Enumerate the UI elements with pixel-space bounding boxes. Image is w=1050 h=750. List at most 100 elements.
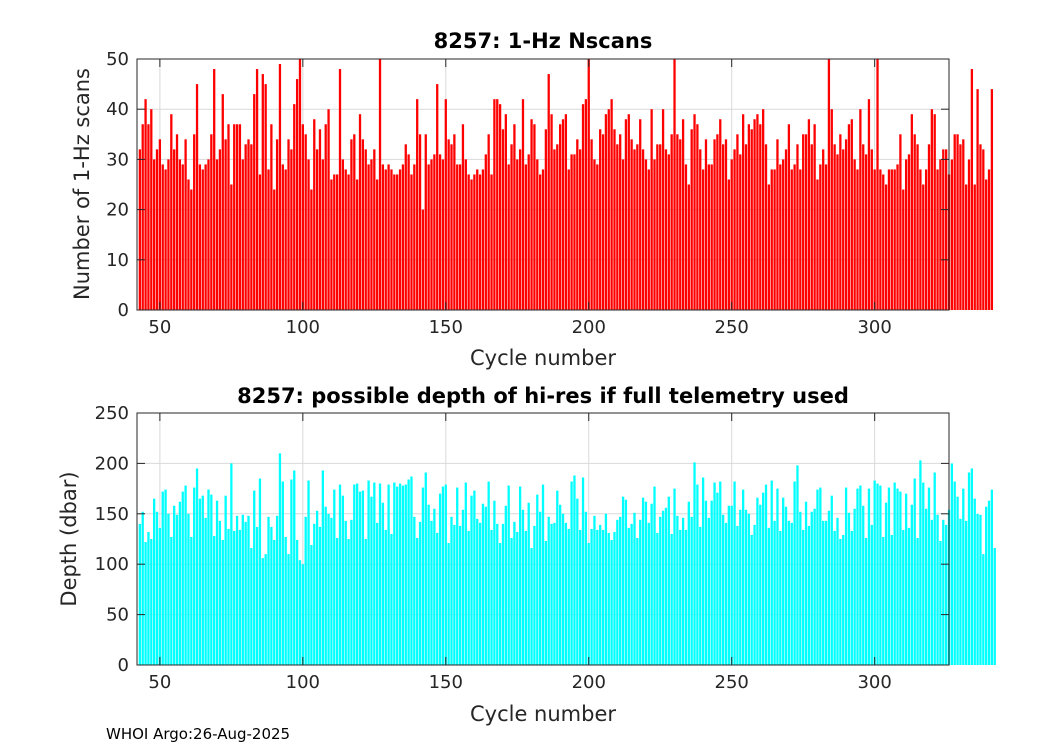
depth-bar — [378, 483, 382, 665]
nscans-bar — [759, 124, 762, 310]
depth-bar — [404, 484, 407, 665]
nscans-bar — [310, 189, 313, 310]
nscans-bar — [178, 159, 182, 310]
nscans-x-tick-label: 50 — [148, 317, 171, 338]
nscans-bar — [973, 184, 976, 310]
nscans-bar — [521, 99, 525, 310]
depth-bar — [862, 505, 865, 665]
nscans-bar — [910, 114, 913, 310]
nscans-bars — [138, 59, 994, 311]
nscans-bar — [970, 69, 974, 310]
nscans-bar — [147, 124, 150, 310]
depth-bar — [773, 520, 776, 665]
nscans-bar — [210, 134, 213, 310]
depth-bar — [450, 516, 453, 665]
depth-bar — [230, 463, 233, 665]
depth-axes-box — [136, 412, 950, 666]
nscans-bar — [430, 159, 433, 310]
depth-bar — [904, 493, 908, 665]
depth-bar — [284, 536, 287, 665]
nscans-bar — [450, 144, 453, 310]
nscans-bar — [619, 134, 622, 310]
nscans-bar — [498, 104, 502, 311]
nscans-bar — [807, 119, 811, 311]
nscans-bar — [173, 149, 176, 310]
nscans-bar — [927, 144, 931, 310]
depth-bar — [879, 485, 882, 665]
nscans-bar — [782, 159, 785, 310]
nscans-bar — [318, 129, 322, 310]
nscans-bar — [438, 154, 442, 310]
depth-bar — [393, 482, 396, 665]
depth-bar — [933, 472, 936, 665]
footer-credit: WHOI Argo:26-Aug-2025 — [106, 725, 291, 743]
depth-bar — [787, 520, 791, 665]
nscans-bar — [190, 189, 193, 310]
nscans-bar — [924, 169, 928, 310]
nscans-bar — [461, 124, 465, 310]
depth-bar — [982, 554, 985, 665]
nscans-bar — [862, 144, 865, 310]
nscans-bar — [518, 149, 522, 310]
depth-bar — [324, 506, 327, 665]
depth-bar — [882, 536, 885, 665]
depth-bar — [390, 533, 393, 665]
nscans-bar — [275, 139, 279, 310]
nscans-bar — [396, 174, 399, 310]
depth-bar — [676, 515, 679, 665]
nscans-bar — [813, 124, 816, 310]
depth-bar — [727, 505, 730, 665]
nscans-bar — [281, 164, 284, 310]
nscans-bar — [510, 144, 513, 310]
nscans-bar — [584, 99, 588, 310]
nscans-bar — [939, 159, 942, 310]
depth-bar — [810, 511, 813, 665]
depth-bar — [370, 496, 373, 665]
nscans-bar — [887, 169, 891, 310]
nscans-bar — [321, 159, 324, 310]
nscans-bar — [144, 99, 147, 310]
depth-bar — [410, 476, 413, 665]
nscans-bar — [573, 154, 576, 310]
depth-bar — [221, 540, 224, 665]
nscans-bar — [601, 134, 605, 310]
nscans-bar — [201, 169, 204, 310]
depth-bar — [476, 518, 479, 665]
nscans-bar — [458, 164, 462, 310]
depth-bar — [653, 486, 656, 665]
nscans-bar — [361, 139, 365, 310]
nscans-bar — [436, 84, 439, 310]
nscans-bar — [687, 184, 690, 310]
nscans-bar — [524, 164, 527, 310]
nscans-bar — [627, 114, 630, 310]
depth-bar — [799, 511, 802, 665]
nscans-bar — [193, 134, 196, 310]
depth-bar — [593, 515, 596, 665]
nscans-bar — [504, 114, 507, 310]
nscans-bar — [873, 169, 876, 310]
nscans-bar — [175, 134, 179, 310]
depth-bar — [927, 487, 931, 665]
nscans-bar — [253, 94, 256, 310]
depth-bar — [270, 526, 273, 665]
depth-bar — [318, 526, 322, 665]
nscans-bar — [739, 154, 742, 310]
depth-bar — [344, 520, 347, 665]
nscans-bar — [344, 169, 347, 310]
depth-bar — [699, 526, 702, 665]
depth-bar — [559, 504, 562, 665]
depth-bar — [907, 527, 911, 665]
depth-bar — [647, 522, 650, 665]
nscans-bar — [896, 164, 899, 310]
depth-bar — [530, 548, 533, 665]
nscans-bar — [907, 154, 911, 310]
nscans-bar — [541, 169, 545, 310]
depth-bar — [864, 537, 868, 665]
nscans-bar — [441, 159, 445, 310]
nscans-bar — [733, 149, 736, 310]
nscans-bar — [859, 109, 862, 310]
nscans-bar — [204, 164, 207, 310]
nscans-x-tick-label: 250 — [715, 317, 749, 338]
depth-chart: 50 100 150 200 250 300 0 50 100 150 200 250 8257: p… — [57, 384, 996, 726]
depth-bar — [919, 460, 922, 665]
